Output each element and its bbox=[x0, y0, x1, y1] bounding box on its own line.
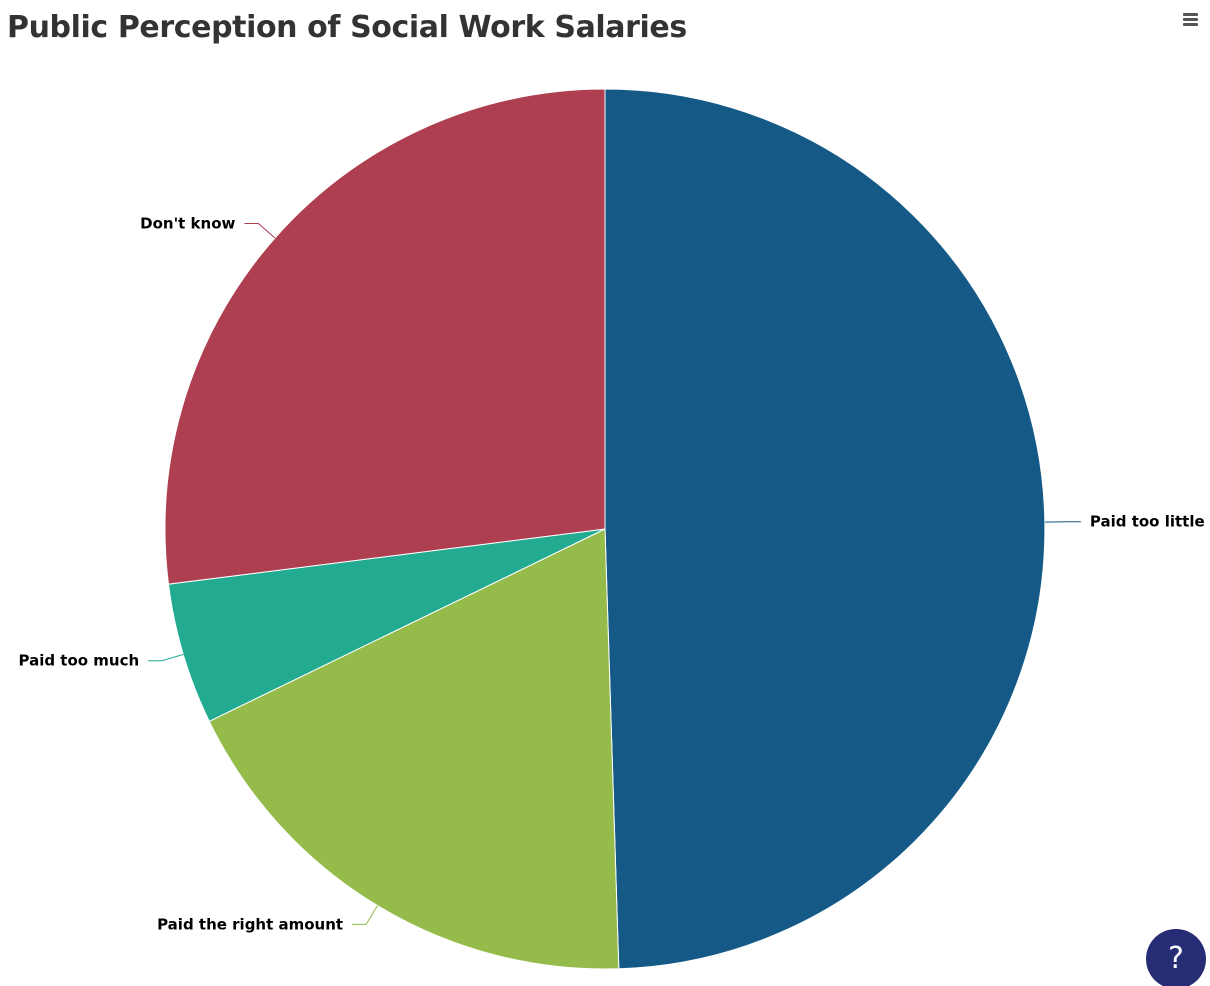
label-connectors bbox=[148, 223, 1081, 925]
pie-slices bbox=[164, 88, 1046, 970]
slice-label-paid-too-little: Paid too little bbox=[1090, 513, 1205, 531]
pie-slice-paid-the-right-amount[interactable] bbox=[208, 528, 620, 970]
menu-line bbox=[1182, 23, 1198, 26]
menu-line bbox=[1182, 13, 1198, 16]
slice-labels: Paid too little Paid the right amount Paid… bbox=[18, 215, 1204, 934]
chart-title: Public Perception of Social Work Salarie… bbox=[7, 10, 687, 45]
menu-line bbox=[1182, 18, 1198, 21]
slice-label-paid-the-right-amount: Paid the right amount bbox=[157, 915, 343, 933]
connector-paid-the-right-amount bbox=[352, 905, 378, 925]
pie-slice-paid-too-much[interactable] bbox=[167, 528, 606, 722]
help-button[interactable]: ? bbox=[1146, 929, 1206, 986]
pie-slice-paid-too-little[interactable] bbox=[604, 88, 1046, 970]
hamburger-menu-icon[interactable] bbox=[1180, 11, 1200, 29]
pie-slice-don-t-know[interactable] bbox=[164, 88, 606, 585]
slice-label-paid-too-much: Paid too much bbox=[18, 652, 139, 670]
slice-label-don-t-know: Don't know bbox=[140, 215, 235, 233]
connector-don-t-know bbox=[244, 223, 276, 239]
question-icon: ? bbox=[1168, 941, 1184, 976]
connector-paid-too-much bbox=[148, 653, 184, 662]
